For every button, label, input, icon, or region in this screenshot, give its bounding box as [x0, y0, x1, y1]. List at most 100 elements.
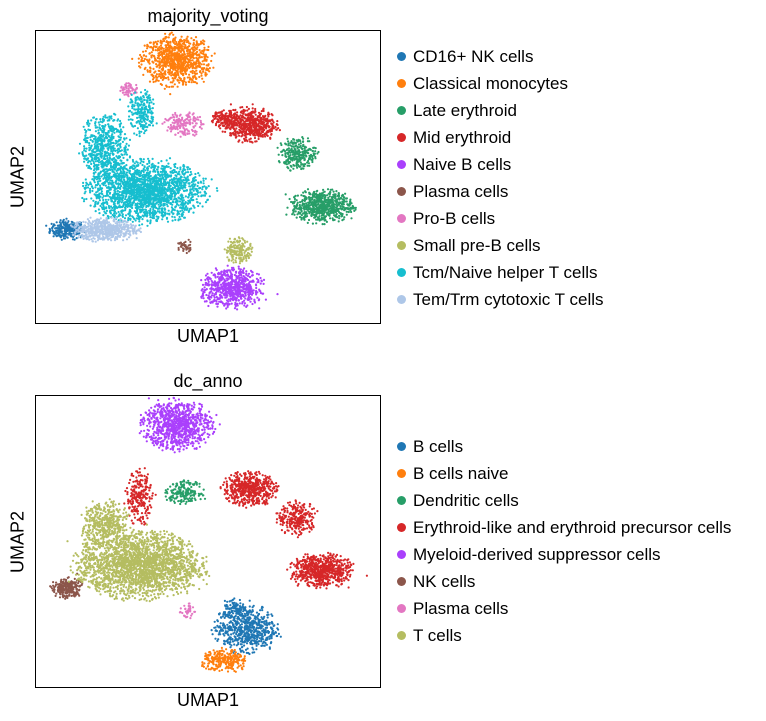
data-point [247, 124, 250, 127]
data-point [115, 212, 118, 215]
data-point [150, 205, 153, 208]
data-point [171, 85, 175, 88]
data-point [152, 206, 155, 210]
data-point [230, 243, 233, 246]
data-point [176, 209, 179, 212]
data-point [208, 298, 211, 301]
data-point [174, 111, 177, 115]
data-point [303, 208, 306, 211]
data-point [226, 305, 229, 308]
data-point [223, 114, 226, 117]
data-point [299, 201, 302, 204]
data-point [189, 191, 192, 195]
data-point [240, 294, 243, 297]
data-point [314, 150, 317, 153]
data-point [179, 49, 183, 53]
data-point [188, 80, 191, 84]
data-point [339, 205, 342, 208]
data-point [147, 61, 150, 64]
data-point [185, 128, 188, 131]
data-point [253, 118, 256, 121]
data-point [298, 160, 301, 163]
data-point [304, 191, 307, 194]
data-point [299, 142, 302, 145]
data-point [72, 223, 75, 227]
data-point [335, 212, 338, 216]
data-point [176, 71, 179, 74]
data-point [246, 240, 249, 243]
data-point [210, 54, 213, 57]
data-point [83, 198, 86, 201]
data-point [137, 57, 140, 60]
data-point [302, 163, 305, 166]
data-point [184, 81, 187, 84]
data-point [221, 277, 225, 280]
data-point [245, 248, 248, 251]
data-point [207, 68, 210, 71]
data-point [232, 268, 236, 271]
data-point [232, 292, 235, 295]
data-point [329, 191, 332, 194]
data-point [116, 189, 119, 193]
data-point [229, 252, 232, 256]
data-point [329, 217, 332, 220]
data-point [188, 61, 191, 64]
data-point [308, 201, 311, 205]
data-point [320, 197, 323, 201]
data-point [232, 249, 235, 252]
data-point [195, 44, 198, 47]
data-point [195, 122, 198, 125]
data-point [207, 278, 210, 281]
data-point [181, 72, 184, 75]
data-point [203, 286, 206, 289]
data-point [346, 203, 349, 206]
data-point [283, 161, 286, 164]
data-point [198, 115, 202, 119]
data-point [155, 63, 158, 66]
data-point [242, 271, 245, 275]
data-point [162, 49, 165, 52]
data-point [230, 254, 233, 257]
data-point [171, 40, 174, 43]
data-point [93, 181, 96, 184]
data-point [245, 277, 248, 280]
data-point [217, 125, 220, 128]
data-point [298, 204, 301, 207]
data-point [321, 195, 324, 198]
data-point [181, 209, 184, 212]
data-point [184, 124, 187, 127]
data-point [175, 171, 178, 174]
data-point [240, 258, 243, 261]
data-point [161, 55, 164, 58]
data-point [203, 59, 206, 62]
data-point [184, 195, 187, 198]
data-point [341, 219, 344, 222]
data-point [298, 215, 302, 219]
data-point [214, 124, 218, 127]
data-point [226, 299, 229, 302]
data-point [345, 200, 348, 203]
data-point [312, 154, 315, 157]
data-point [199, 51, 202, 54]
data-point [306, 161, 309, 164]
data-point [168, 51, 171, 54]
data-point [204, 201, 208, 204]
data-point [133, 217, 136, 220]
data-point [135, 160, 138, 163]
data-point [231, 245, 234, 248]
data-point [236, 283, 239, 286]
data-point [307, 152, 310, 155]
data-point [328, 214, 331, 217]
data-point [177, 242, 180, 245]
data-point [231, 289, 234, 292]
data-point [177, 59, 180, 62]
data-point [172, 118, 175, 122]
data-point [154, 40, 157, 43]
data-point [303, 157, 306, 160]
data-point [120, 85, 123, 88]
data-point [169, 130, 173, 133]
data-point [178, 124, 181, 127]
data-point [194, 124, 197, 127]
data-point [194, 47, 197, 50]
data-point [264, 135, 267, 138]
